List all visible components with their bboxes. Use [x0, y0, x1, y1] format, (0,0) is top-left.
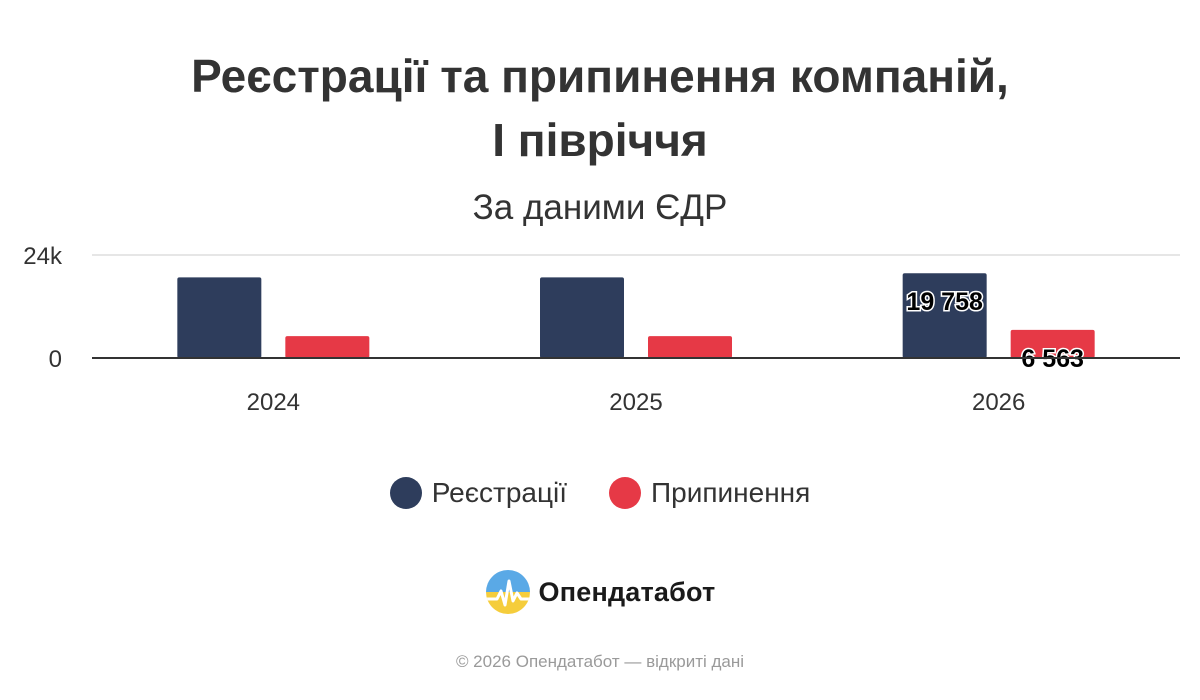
- footer-copyright: © 2026 Опендатабот — відкриті дані: [455, 652, 745, 671]
- legend-swatch-terminations: [609, 477, 642, 509]
- brand: Опендатабот: [0, 568, 1200, 616]
- brand-name: Опендатабот: [538, 576, 716, 607]
- data-label-registrations: 19 758: [906, 288, 983, 316]
- chart-title-line2: І півріччя: [492, 114, 708, 166]
- y-tick-label: 24k: [23, 243, 63, 270]
- bar-registrations-2024: [177, 277, 262, 358]
- bar-registrations-2025: [540, 277, 624, 358]
- bar-terminations-2025: [648, 336, 732, 358]
- chart-subtitle: За даними ЄДР: [472, 188, 728, 227]
- legend-label-registrations: Реєстрації: [431, 477, 568, 508]
- chart-title: Реєстрації та припинення компаній, І пів…: [0, 44, 1200, 172]
- bar-registrations-2026: [902, 273, 987, 358]
- bar-terminations-2026: [1010, 329, 1095, 358]
- legend-swatch-registrations: [389, 477, 422, 509]
- legend-label-terminations: Припинення: [651, 477, 811, 508]
- brand-logo-icon: [485, 570, 530, 614]
- chart-title-line1: Реєстрації та припинення компаній,: [191, 50, 1009, 102]
- x-tick-label: 2025: [609, 389, 662, 416]
- x-tick-label: 2024: [247, 389, 300, 416]
- bar-terminations-2024: [285, 336, 370, 358]
- legend-item-terminations[interactable]: Припинення: [609, 477, 810, 509]
- legend-item-registrations[interactable]: Реєстрації: [389, 477, 568, 509]
- x-tick-label: 2026: [972, 389, 1025, 416]
- y-tick-label: 0: [49, 346, 62, 373]
- chart-legend: Реєстрації Припинення: [0, 472, 1200, 514]
